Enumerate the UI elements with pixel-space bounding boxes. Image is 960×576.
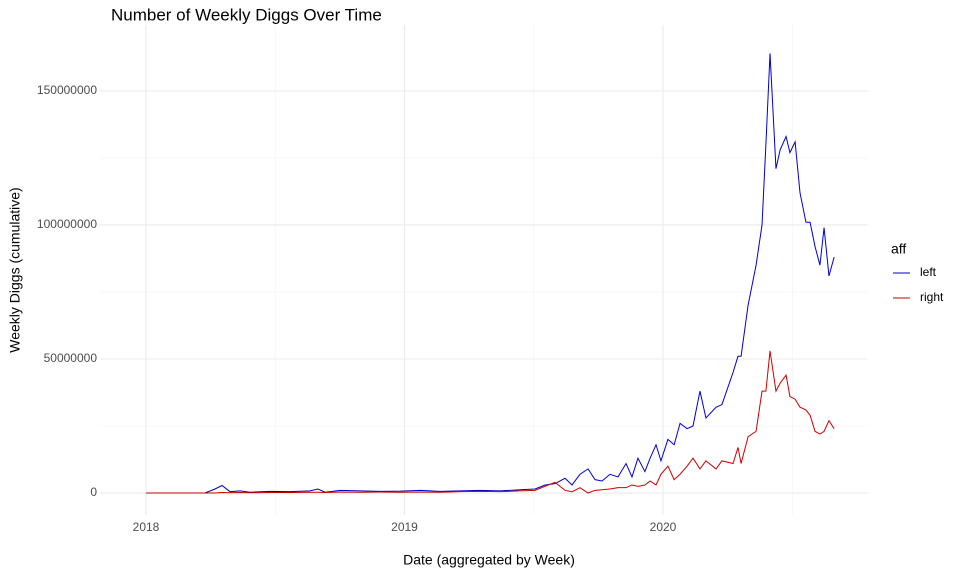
lines [146,53,835,494]
legend-title: aff [891,241,906,257]
y-axis-title: Weekly Diggs (cumulative) [7,187,23,352]
x-tick-label: 2020 [650,520,677,534]
y-tick-label: 0 [90,485,97,499]
grid [100,25,868,515]
series-line [146,53,835,494]
x-axis-title: Date (aggregated by Week) [403,552,575,568]
y-tick-label: 50000000 [44,351,98,365]
y-tick-label: 150000000 [37,83,97,97]
series-line [146,350,835,494]
x-tick-label: 2018 [133,520,160,534]
legend: left right [893,265,944,304]
chart-title: Number of Weekly Diggs Over Time [111,5,382,24]
legend-label: left [920,265,937,279]
y-tick-label: 100000000 [37,217,97,231]
x-tick-label: 2019 [391,520,418,534]
legend-label: right [920,290,944,304]
